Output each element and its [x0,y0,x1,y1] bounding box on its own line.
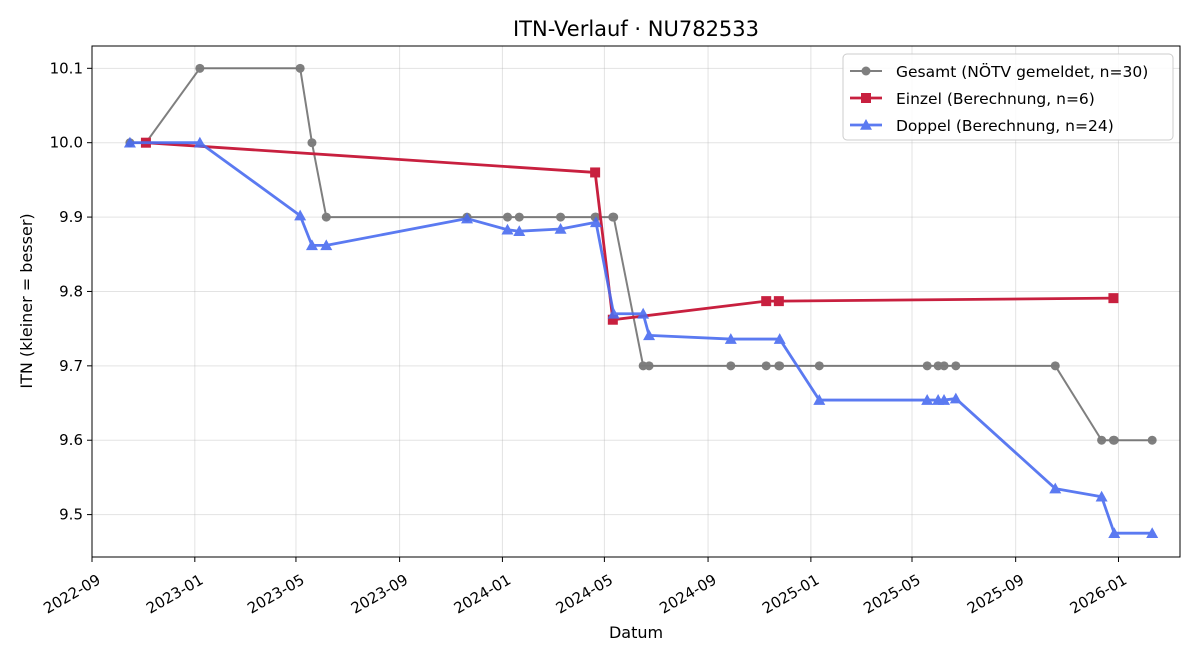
legend: Gesamt (NÖTV gemeldet, n=30) Einzel (Bere… [842,53,1174,141]
legend-item [850,66,882,76]
chart-title: ITN-Verlauf · NU782533 [513,17,759,41]
data-point [1095,490,1108,502]
data-point [813,394,826,405]
data-point [814,361,824,371]
data-point [1108,293,1119,304]
data-point [1146,527,1159,538]
data-point [305,239,318,251]
data-point [513,225,526,237]
data-point [761,296,772,307]
data-point [609,212,619,222]
data-point [949,392,962,404]
y-axis: 9.5 9.6 9.7 9.8 9.9 10.0 10.1 [50,59,92,524]
series-triangle [123,136,1159,538]
data-point [773,333,786,344]
data-point [461,212,474,224]
data-point [939,361,949,371]
data-point [556,212,566,222]
x-axis-title: Datum [609,623,663,642]
data-point [938,394,951,405]
data-point [773,296,784,307]
y-axis-title: ITN (kleiner = besser) [17,213,36,388]
legend-item [850,119,882,130]
data-point [951,361,961,371]
data-point [514,212,524,222]
legend-label: Gesamt (NÖTV gemeldet, n=30) [896,62,1148,81]
data-point [775,361,785,371]
data-point [1108,527,1121,538]
data-point [922,361,932,371]
data-point [644,361,654,371]
data-point [921,394,934,405]
data-point [1097,435,1107,445]
data-point [321,212,331,222]
y-tick-label: 9.9 [59,208,83,226]
y-tick-label: 9.7 [59,357,83,375]
data-point [1050,361,1060,371]
y-tick-label: 10.1 [50,59,83,77]
data-point [1109,435,1119,445]
data-point [294,209,307,221]
plot-frame [91,45,1181,558]
legend-box [842,53,1174,141]
data-point [501,223,514,235]
data-point [320,239,333,251]
data-point [1049,482,1062,494]
legend-marker [861,66,871,76]
data-point [589,216,602,228]
legend-label: Einzel (Berechnung, n=6) [896,90,1095,108]
data-point [643,329,656,341]
data-point [193,136,206,148]
series-line [145,141,1114,322]
data-point [637,307,650,319]
data-point [195,63,205,73]
data-point [554,222,567,234]
y-tick-label: 9.8 [59,282,83,300]
legend-marker [860,119,872,130]
legend-item [850,93,882,103]
data-point [307,138,317,148]
data-point [607,307,620,319]
data-point [295,63,305,73]
data-point [607,314,618,325]
data-point [502,212,512,222]
data-point [726,361,736,371]
y-tick-label: 9.5 [59,506,83,524]
series-layer [123,63,1159,538]
y-tick-label: 9.6 [59,431,83,449]
data-point [761,361,771,371]
data-point [123,136,136,148]
data-point [724,333,737,344]
legend-label: Doppel (Berechnung, n=24) [896,117,1114,135]
data-point [590,167,601,178]
y-tick-label: 10.0 [50,134,83,152]
legend-marker [861,93,871,103]
data-point [1147,435,1157,445]
